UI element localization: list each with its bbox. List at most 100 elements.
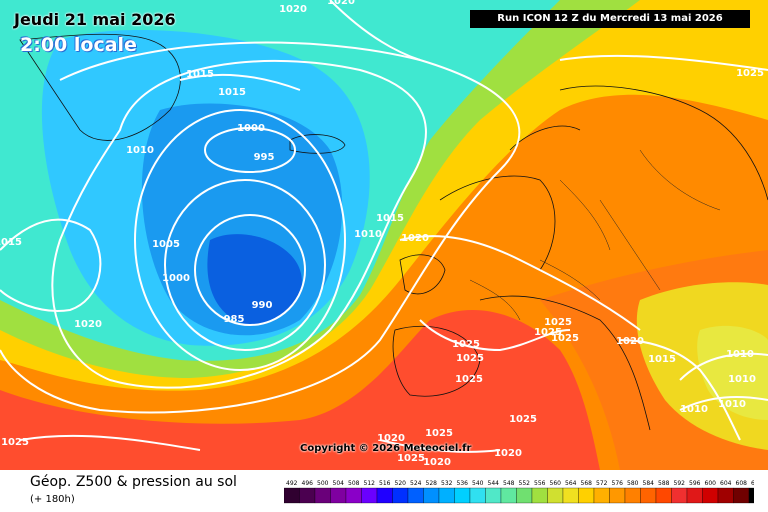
legend-label: 540 (472, 480, 484, 487)
pressure-label: 1025 (736, 68, 764, 79)
model-run-info: Run ICON 12 Z du Mercredi 13 mai 2026 (470, 10, 750, 28)
legend-swatch (578, 487, 595, 504)
pressure-label: 1020 (401, 233, 429, 244)
legend-label: 568 (581, 480, 593, 487)
pressure-label: 995 (254, 152, 275, 163)
legend-swatch (438, 487, 455, 504)
legend-swatch (345, 487, 362, 504)
legend-label: 492 (286, 480, 298, 487)
legend-swatch (624, 487, 641, 504)
legend-label: 532 (441, 480, 453, 487)
lead-time: (+ 180h) (30, 494, 75, 505)
legend-label: 512 (364, 480, 376, 487)
pressure-label: 985 (224, 314, 245, 325)
pressure-label: 1010 (354, 229, 382, 240)
pressure-label: 1020 (423, 457, 451, 468)
pressure-label: 1015 (648, 354, 676, 365)
field-title: Géop. Z500 & pression au sol (30, 474, 237, 490)
legend-swatch (717, 487, 734, 504)
legend-swatch (562, 487, 579, 504)
legend-label: 508 (348, 480, 360, 487)
isobars (0, 0, 768, 453)
legend-swatch (547, 487, 564, 504)
pressure-label: 1015 (0, 237, 22, 248)
pressure-label: 1015 (376, 213, 404, 224)
legend-swatch (671, 487, 688, 504)
legend-label: 520 (395, 480, 407, 487)
forecast-local-time: 2:00 locale (20, 34, 137, 56)
legend-swatch (686, 487, 703, 504)
pressure-labels: 1020 1020 1015 1015 1025 1000 995 1010 1015 1010 1… (0, 0, 764, 468)
legend-label: 612 (751, 480, 754, 487)
legend-swatch (748, 487, 754, 504)
legend-swatch (454, 487, 471, 504)
forecast-map: 1020 1020 1015 1015 1025 1000 995 1010 1015 1010 1… (0, 0, 768, 470)
pressure-label: 1000 (162, 273, 190, 284)
legend-swatch (733, 487, 750, 504)
pressure-label: 1020 (494, 448, 522, 459)
legend-label: 592 (674, 480, 686, 487)
pressure-label: 1025 (509, 414, 537, 425)
legend-label: 560 (550, 480, 562, 487)
legend-label: 556 (534, 480, 546, 487)
pressure-label: 1025 (455, 374, 483, 385)
legend-label: 536 (457, 480, 469, 487)
legend-swatch (485, 487, 502, 504)
legend-swatch (469, 487, 486, 504)
pressure-label: 1025 (397, 453, 425, 464)
legend-swatch (284, 487, 300, 504)
legend-swatch (392, 487, 409, 504)
legend-label: 608 (736, 480, 748, 487)
pressure-label: 1025 (452, 339, 480, 350)
pressure-label: 1020 (327, 0, 355, 7)
pressure-label: 1015 (218, 87, 246, 98)
legend-label: 548 (503, 480, 515, 487)
pressure-label: 1025 (534, 327, 562, 338)
legend-label: 504 (333, 480, 345, 487)
legend-swatch (299, 487, 316, 504)
legend-label: 500 (317, 480, 329, 487)
legend-swatch (500, 487, 517, 504)
legend-label: 596 (689, 480, 701, 487)
pressure-label: 1025 (425, 428, 453, 439)
pressure-label: 1025 (551, 333, 579, 344)
legend-swatch (361, 487, 378, 504)
pressure-label: 1010 (126, 145, 154, 156)
legend-label: 544 (488, 480, 500, 487)
legend-swatch (423, 487, 440, 504)
legend-label: 496 (302, 480, 314, 487)
legend-label: 588 (658, 480, 670, 487)
country-borders (469, 149, 721, 321)
legend-swatch (376, 487, 393, 504)
legend-label: 528 (426, 480, 438, 487)
legend-label: 604 (720, 480, 732, 487)
pressure-label: 1010 (718, 399, 746, 410)
color-legend: 492 496 500 504 508 512 516 520 524 528 532 536 540 5… (284, 480, 754, 504)
field-band-north-low (197, 125, 301, 177)
field-band-east-yellow-core (697, 325, 768, 420)
legend-label: 584 (643, 480, 655, 487)
legend-swatch (531, 487, 548, 504)
pressure-label: 1015 (186, 69, 214, 80)
forecast-date: Jeudi 21 mai 2026 (14, 10, 176, 29)
legend-swatch (655, 487, 672, 504)
legend-swatch (702, 487, 719, 504)
legend-label: 600 (705, 480, 717, 487)
legend-label: 524 (410, 480, 422, 487)
legend-swatch (640, 487, 657, 504)
legend-swatch (609, 487, 626, 504)
pressure-label: 1020 (279, 4, 307, 15)
legend-label: 572 (596, 480, 608, 487)
legend-swatch (330, 487, 347, 504)
pressure-label: 1010 (726, 349, 754, 360)
legend-swatch (314, 487, 331, 504)
legend-label: 516 (379, 480, 391, 487)
legend-swatch (593, 487, 610, 504)
legend-label: 552 (519, 480, 531, 487)
legend-label: 564 (565, 480, 577, 487)
pressure-label: 1000 (237, 123, 265, 134)
legend-label: 576 (612, 480, 624, 487)
legend-swatch (516, 487, 533, 504)
pressure-label: 1010 (728, 374, 756, 385)
